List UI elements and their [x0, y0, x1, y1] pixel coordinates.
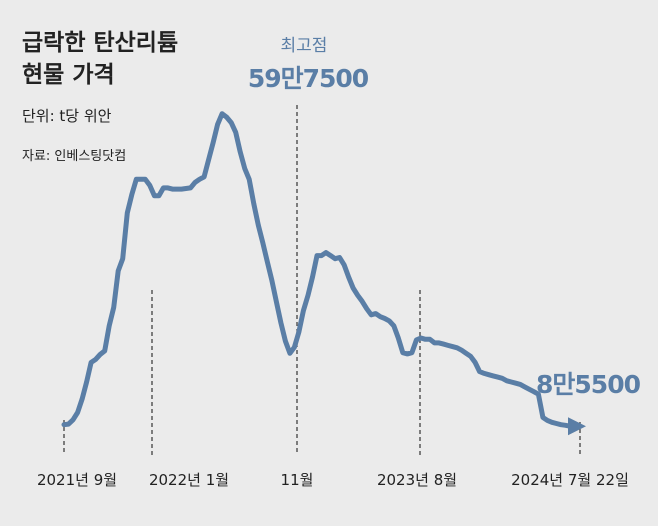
x-tick-2022-11: 11월: [281, 471, 314, 489]
x-tick-2024-07: 2024년 7월 22일: [511, 471, 629, 489]
x-tick-2021-09: 2021년 9월: [37, 471, 117, 489]
chart-title-line-2: 현물 가격: [22, 62, 115, 88]
end-arrowhead: [568, 417, 586, 436]
x-tick-2022-01: 2022년 1월: [149, 471, 229, 489]
end-value: 8만5500: [536, 370, 641, 399]
x-tick-2023-08: 2023년 8월: [377, 471, 457, 489]
peak-label: 최고점: [281, 36, 328, 56]
source-label: 자료: 인베스팅닷컴: [22, 149, 126, 164]
unit-label: 단위: t당 위안: [22, 107, 112, 125]
series-line: [61, 111, 573, 429]
chart-title-line-1: 급락한 탄산리튬: [22, 30, 178, 56]
peak-value: 59만7500: [248, 64, 369, 93]
